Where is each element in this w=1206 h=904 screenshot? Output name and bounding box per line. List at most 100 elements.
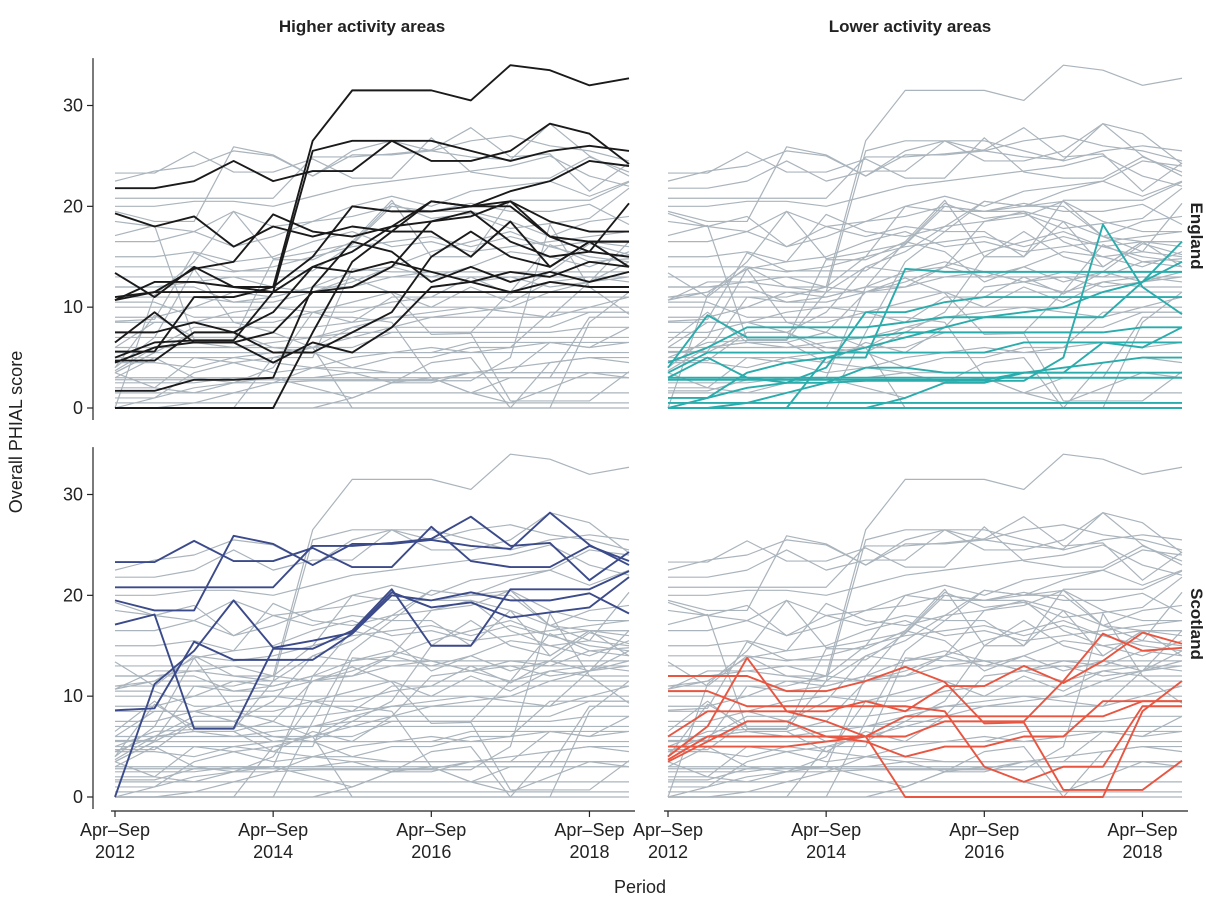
x-tick-label-line1-0-3: Apr–Sep [554,820,624,840]
y-tick-label-1-2: 20 [63,585,83,605]
x-tick-label-line1-0-0: Apr–Sep [80,820,150,840]
series-line-background-3 [667,453,1183,690]
x-tick-label-line1-0-1: Apr–Sep [238,820,308,840]
series-line-background-54 [667,135,1183,182]
series-line-england-higher-11 [115,230,629,362]
series-line-england-higher-1 [114,160,630,248]
series-line-background-33 [668,277,1183,402]
series-line-england-lower-16 [668,371,1182,381]
series-line-background-27 [115,137,630,179]
series-line-background-28 [668,516,1183,588]
series-line-background-34 [115,301,629,394]
series-line-background-22 [115,261,630,399]
x-tick-label-line2-1-3: 2018 [1122,842,1162,862]
y-tick-label-1-3: 30 [63,485,83,505]
x-tick-label-line2-0-2: 2016 [411,842,451,862]
series-line-england-higher-0 [115,139,630,190]
series-line-background-37 [114,632,630,738]
series-line-england-higher-12 [114,281,629,364]
series-line-background-30 [667,570,1183,730]
series-line-background-22 [668,650,1183,788]
series-line-background-55 [668,271,1183,303]
series-line-england-lower-21 [667,296,1182,409]
series-line-background-48 [668,730,1183,758]
series-line-background-2 [667,512,1183,687]
series-line-background-60 [115,356,630,409]
series-line-background-46 [115,685,630,738]
series-line-background-24 [114,356,629,384]
series-line-scotland-lower-38 [667,700,1182,763]
series-line-background-7 [667,291,1182,359]
column-label-higher-activity: Higher activity areas [279,17,445,36]
series-line-england-higher-7 [114,291,629,359]
series-line-background-36 [115,633,630,748]
series-line-background-43 [668,251,1183,318]
series-line-background-33 [115,277,630,402]
y-tick-label-0-1: 10 [63,297,83,317]
series-line-background-56 [114,569,630,622]
row-label-england: England [1187,202,1206,269]
y-axis-title: Overall PHIAL score [6,351,26,513]
series-line-background-53 [668,619,1183,682]
x-tick-label-line2-0-3: 2018 [569,842,609,862]
series-line-background-18 [114,630,630,753]
series-line-background-51 [668,761,1182,773]
x-tick-label-line2-1-1: 2014 [806,842,846,862]
labels: Higher activity areas Lower activity are… [6,17,1206,897]
series-line-background-1 [667,549,1183,637]
series-line-background-19 [668,612,1183,798]
series-line-background-3 [667,64,1183,301]
series-line-background-41 [115,205,630,248]
series-line-background-24 [667,745,1182,773]
series-line-scotland-higher-28 [115,515,630,589]
series-line-background-4 [668,589,1182,742]
series-line-england-higher-13 [114,200,630,302]
series-line-background-42 [115,624,630,662]
series-line-background-60 [115,745,630,798]
x-tick-label-line1-1-0: Apr–Sep [633,820,703,840]
series-line-england-higher-2 [114,122,630,299]
y-tick-label-1-0: 0 [73,787,83,807]
series-line-background-19 [115,223,630,409]
x-axis-title: Period [614,877,666,897]
series-line-background-37 [667,243,1183,349]
series-line-background-24 [114,745,629,773]
series-line-scotland-lower-37 [667,631,1183,738]
x-tick-label-line1-1-1: Apr–Sep [791,820,861,840]
series-line-background-48 [115,730,630,758]
series-line-background-30 [667,181,1183,341]
series-line-england-higher-10 [115,220,630,409]
series-line-background-55 [668,660,1183,692]
series-line-background-57 [668,230,1183,263]
series-line-england-lower-22 [668,260,1183,399]
series-line-scotland-higher-27 [115,525,630,569]
series-line-background-7 [114,680,629,748]
series-line-england-higher-4 [115,200,629,353]
series-line-scotland-higher-32 [114,576,630,798]
series-line-scotland-lower-35 [667,656,1183,798]
series-line-background-54 [667,524,1183,571]
series-line-background-41 [668,205,1183,248]
series-line-england-lower-14 [667,341,1182,374]
x-tick-label-line2-0-1: 2014 [253,842,293,862]
series-line-background-53 [115,619,630,682]
series-line-background-40 [115,544,630,596]
series-line-background-51 [115,761,629,773]
series-line-background-7 [667,680,1182,748]
series-line-background-43 [115,640,630,707]
series-line-background-29 [114,123,630,223]
series-line-background-43 [115,251,630,318]
series-line-background-35 [114,268,630,409]
series-line-scotland-higher-30 [114,570,630,730]
series-line-background-57 [668,619,1183,652]
series-line-background-18 [114,241,630,364]
series-line-background-1 [114,549,630,637]
series-line-background-0 [668,140,1183,189]
series-line-background-4 [115,589,629,742]
axes: 01020300102030Apr–Sep2012Apr–Sep2014Apr–… [63,58,1188,862]
series-line-background-0 [115,529,630,578]
series-line-background-40 [115,155,630,207]
series-line-background-28 [115,127,630,199]
y-tick-label-0-2: 20 [63,196,83,216]
y-tick-label-0-3: 30 [63,96,83,116]
